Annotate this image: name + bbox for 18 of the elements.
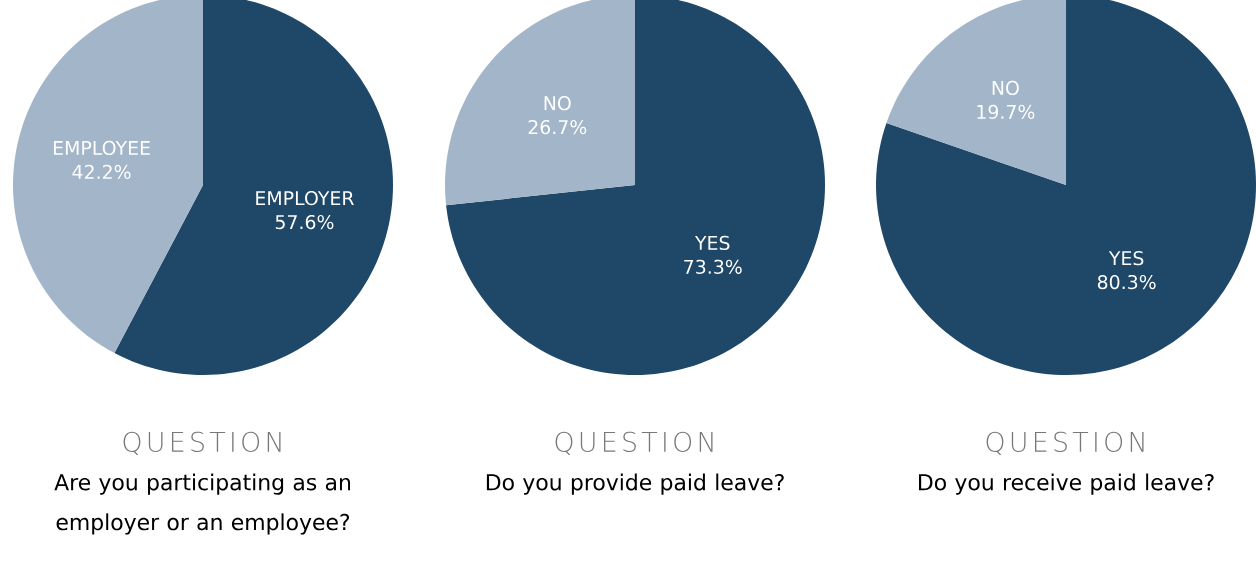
data-label: 57.6% [275, 214, 334, 230]
slice-label: NO [544, 96, 571, 111]
text: QUESTION [986, 431, 1144, 456]
data-label: 26.7% [528, 119, 587, 135]
slice-label: YES [1108, 251, 1144, 266]
text: QUESTION [123, 431, 281, 456]
data-label: 19.7% [977, 104, 1035, 119]
slice-label: EMPLOYEE [53, 140, 150, 156]
text: Do you provide paid leave? [486, 473, 784, 495]
text: Are you participating as an employer or an employee? [54, 473, 351, 535]
slice-label: NO [992, 80, 1019, 96]
slice-label: YES [694, 235, 730, 251]
text: QUESTION [555, 431, 713, 456]
data-label: 73.3% [684, 259, 742, 274]
data-label: 42.2% [72, 164, 131, 180]
data-label: 80.3% [1097, 274, 1156, 290]
text: Do you receive paid leave? [919, 473, 1214, 495]
slice-label: EMPLOYER [256, 190, 354, 206]
